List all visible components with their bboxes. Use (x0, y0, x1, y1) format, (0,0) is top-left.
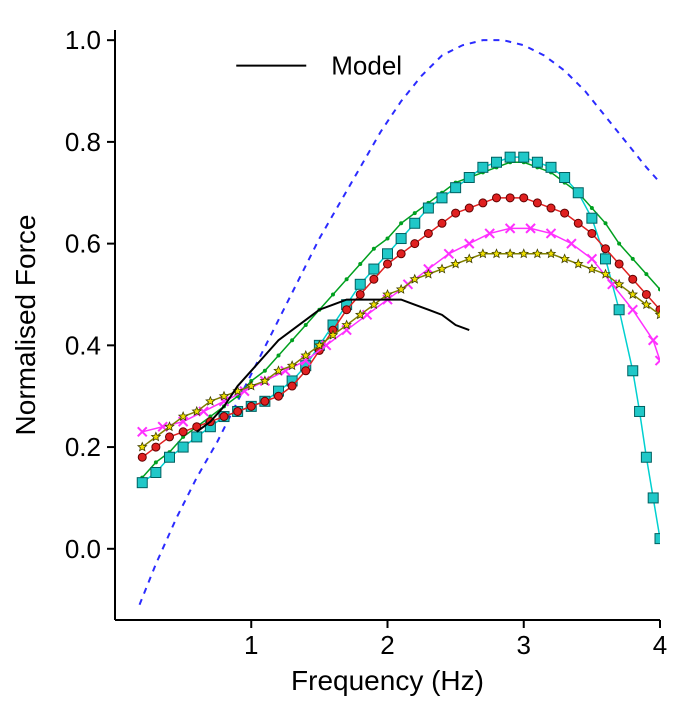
x-tick-label: 3 (517, 630, 531, 660)
y-tick-label: 0.4 (65, 330, 101, 360)
series-blue-dashed (140, 40, 660, 605)
y-tick-label: 0.6 (65, 229, 101, 259)
series-cyan-squares (142, 157, 660, 538)
y-tick-label: 1.0 (65, 25, 101, 55)
y-tick-label: 0.2 (65, 432, 101, 462)
chart-container: 1 2 3 4 0.0 0.2 0.4 0.6 0.8 1.0 Frequency (Hz) Norm… (0, 0, 694, 724)
series-magenta-x (142, 228, 660, 431)
x-tick-label: 1 (244, 630, 258, 660)
x-axis-label: Frequency (Hz) (291, 665, 484, 696)
y-axis-label: Normalised Force (10, 215, 41, 436)
legend-label: Model (331, 51, 402, 81)
series-green-dots (142, 162, 660, 477)
x-tick-label: 2 (380, 630, 394, 660)
chart-svg: 1 2 3 4 0.0 0.2 0.4 0.6 0.8 1.0 Frequency (Hz) Norm… (0, 0, 694, 724)
y-tick-label: 0.8 (65, 127, 101, 157)
y-tick-label: 0.0 (65, 534, 101, 564)
x-tick-label: 4 (653, 630, 667, 660)
